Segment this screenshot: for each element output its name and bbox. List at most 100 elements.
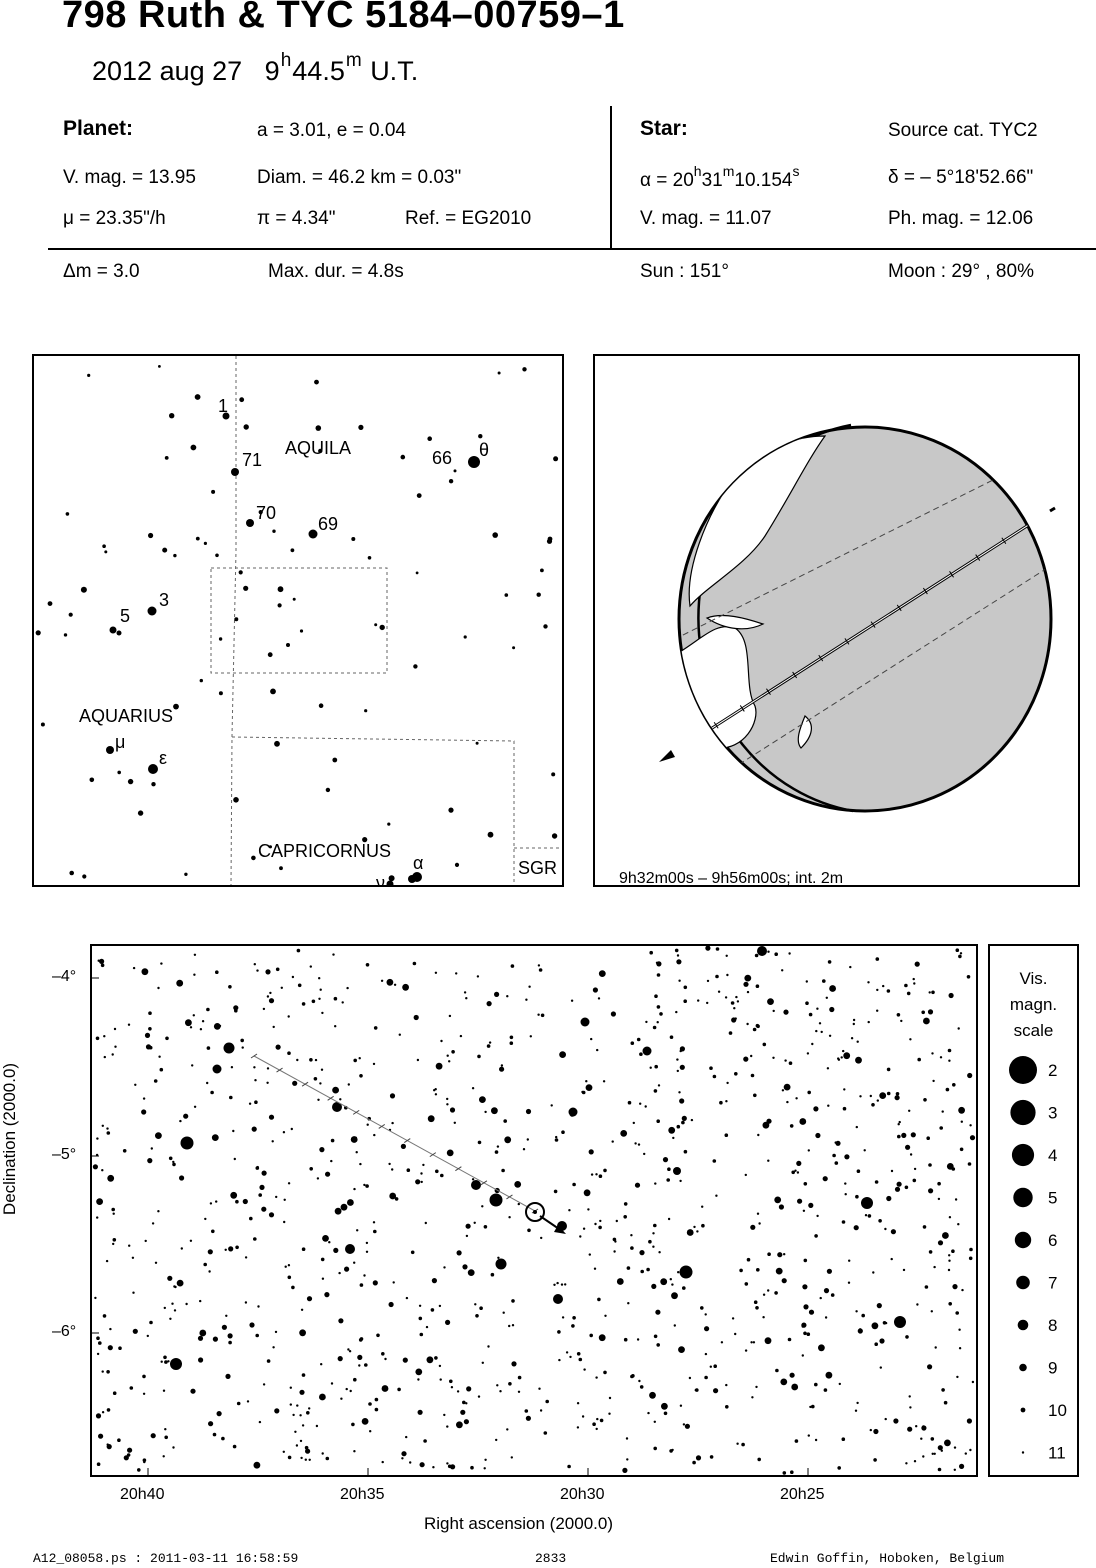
field-star bbox=[159, 1067, 164, 1072]
label-nu: ν bbox=[376, 873, 385, 885]
field-star bbox=[132, 966, 136, 970]
field-star bbox=[616, 1278, 624, 1285]
field-star bbox=[171, 1302, 174, 1305]
field-star bbox=[365, 1184, 369, 1188]
field-star bbox=[948, 1059, 951, 1062]
field-star bbox=[142, 1458, 147, 1462]
field-star bbox=[330, 1382, 334, 1385]
field-star bbox=[105, 1259, 109, 1263]
field-star bbox=[221, 1436, 225, 1441]
field-star bbox=[909, 1038, 912, 1041]
label-3: 3 bbox=[159, 590, 169, 610]
field-star bbox=[446, 1054, 449, 1057]
field-star bbox=[253, 1237, 257, 1241]
field-star bbox=[349, 1389, 352, 1393]
field-star bbox=[726, 1081, 729, 1085]
field-star bbox=[92, 1164, 98, 1170]
field-star bbox=[959, 1463, 965, 1469]
field-star bbox=[913, 982, 916, 985]
field-star bbox=[418, 1304, 422, 1307]
field-star bbox=[715, 947, 720, 951]
x-tick-2035: 20h35 bbox=[340, 1486, 385, 1503]
field-star bbox=[189, 1026, 193, 1029]
time-suffix: U.T. bbox=[370, 56, 419, 86]
field-star bbox=[751, 1396, 754, 1399]
finder-star bbox=[279, 866, 283, 871]
field-star bbox=[434, 1093, 438, 1096]
finder-star bbox=[497, 371, 501, 375]
field-star bbox=[937, 1240, 944, 1246]
field-star bbox=[630, 1234, 633, 1237]
field-star bbox=[848, 1259, 851, 1262]
finder-star bbox=[169, 413, 175, 419]
field-star bbox=[317, 1098, 320, 1101]
finder-star bbox=[243, 585, 249, 591]
field-star bbox=[803, 1304, 809, 1310]
event-hour: 9 bbox=[264, 56, 280, 86]
field-star bbox=[540, 1236, 543, 1240]
field-star bbox=[332, 1102, 342, 1112]
field-star bbox=[713, 1388, 719, 1394]
x-axis-label: Right ascension (2000.0) bbox=[424, 1514, 614, 1533]
field-star bbox=[659, 1012, 663, 1016]
field-star bbox=[598, 1225, 602, 1230]
field-star bbox=[819, 1296, 822, 1300]
field-star bbox=[309, 1167, 313, 1171]
field-star bbox=[914, 961, 920, 967]
field-star bbox=[495, 1438, 498, 1442]
field-star bbox=[393, 983, 397, 986]
field-star bbox=[953, 1468, 956, 1471]
time-tick bbox=[975, 554, 981, 561]
field-star bbox=[864, 1214, 868, 1217]
field-star bbox=[625, 1437, 629, 1440]
field-star bbox=[614, 1240, 617, 1243]
finder-star bbox=[512, 646, 516, 650]
field-star bbox=[941, 1110, 944, 1113]
field-star bbox=[502, 1311, 505, 1314]
field-star bbox=[878, 1219, 882, 1223]
field-star bbox=[669, 1449, 673, 1453]
field-star bbox=[322, 1235, 329, 1242]
field-star bbox=[754, 953, 759, 958]
field-star bbox=[813, 1106, 819, 1112]
finder-star bbox=[238, 570, 243, 575]
field-star bbox=[272, 1025, 275, 1029]
field-star bbox=[653, 1089, 658, 1093]
field-star bbox=[948, 1254, 951, 1257]
alpha-h: h bbox=[693, 163, 702, 179]
field-star bbox=[216, 1411, 222, 1417]
track-tick bbox=[327, 1095, 334, 1101]
field-star bbox=[894, 1316, 906, 1328]
field-star bbox=[255, 1333, 259, 1338]
field-star bbox=[811, 1404, 815, 1409]
finder-star bbox=[158, 365, 161, 368]
field-star bbox=[483, 1225, 488, 1229]
time-tick bbox=[739, 705, 745, 712]
field-star bbox=[131, 1256, 135, 1259]
field-star bbox=[945, 1087, 950, 1092]
field-star bbox=[157, 986, 160, 990]
star-phmag: Ph. mag. = 12.06 bbox=[888, 208, 1034, 229]
centerline-end bbox=[1049, 506, 1056, 513]
field-star bbox=[359, 1283, 364, 1287]
field-star bbox=[667, 1217, 671, 1221]
legend-title-line: Vis. bbox=[1019, 969, 1048, 988]
field-star bbox=[459, 1034, 463, 1038]
y-tick-5: –5° bbox=[52, 1146, 77, 1163]
field-star bbox=[287, 1264, 291, 1267]
finder-star bbox=[268, 845, 272, 849]
field-star bbox=[796, 1171, 800, 1174]
finder-star bbox=[386, 880, 394, 885]
field-star bbox=[783, 1083, 791, 1091]
field-star bbox=[96, 1216, 99, 1219]
field-star bbox=[631, 1374, 635, 1378]
field-star bbox=[525, 1108, 532, 1115]
field-star bbox=[805, 980, 808, 983]
field-star bbox=[224, 1248, 227, 1251]
finder-star bbox=[388, 875, 395, 882]
field-star bbox=[786, 1100, 789, 1104]
field-star bbox=[968, 1256, 973, 1261]
field-star bbox=[344, 1266, 350, 1272]
field-star bbox=[510, 1456, 513, 1459]
event-date: 2012 aug 27 bbox=[92, 56, 243, 86]
